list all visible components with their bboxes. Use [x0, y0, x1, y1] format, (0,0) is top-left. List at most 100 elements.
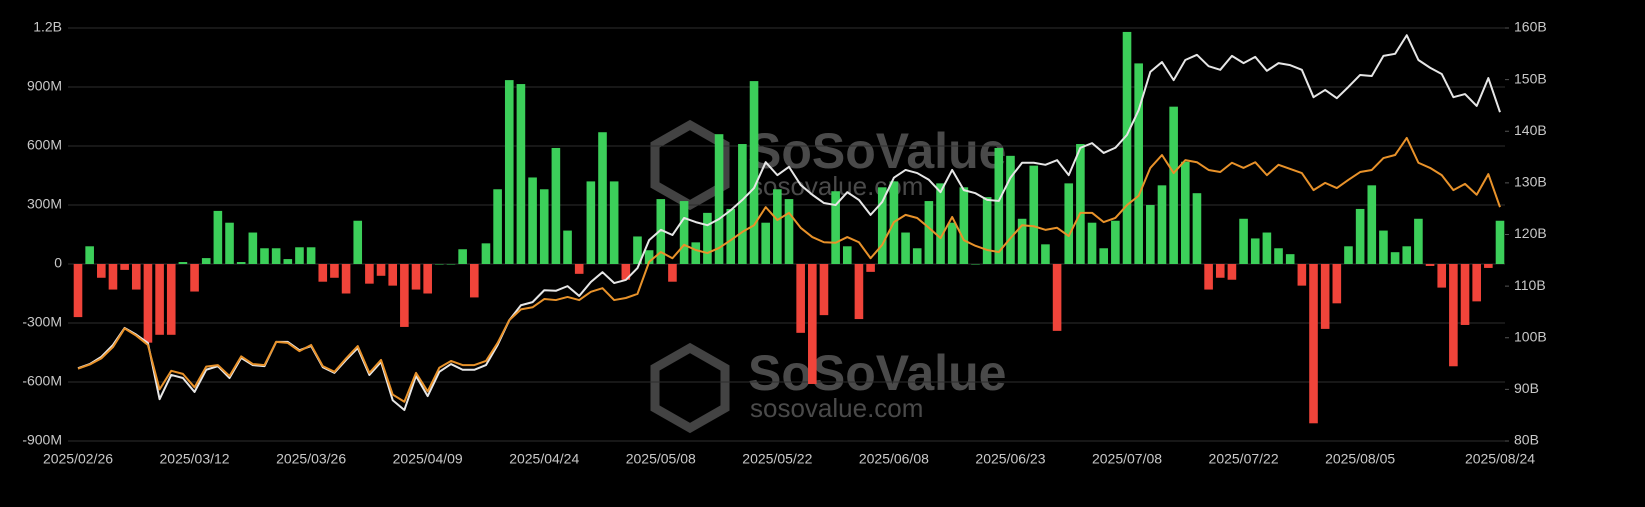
y2-tick-label: 90B — [1514, 380, 1539, 396]
bar — [85, 246, 94, 264]
bar — [213, 210, 223, 264]
y2-tick-label: 150B — [1514, 70, 1547, 86]
bar — [668, 264, 677, 282]
bar — [1239, 218, 1248, 264]
bar — [1332, 264, 1342, 304]
bar — [481, 243, 491, 264]
bar — [1472, 264, 1481, 302]
bar — [1064, 183, 1074, 264]
bar — [842, 246, 852, 264]
bar — [1355, 208, 1365, 264]
watermark-url: sosovalue.com — [750, 393, 923, 423]
y2-tick-label: 140B — [1514, 122, 1547, 138]
y2-tick-label: 120B — [1514, 225, 1547, 241]
bar — [178, 262, 188, 264]
y2-tick-label: 100B — [1514, 328, 1547, 344]
bar — [1204, 264, 1213, 290]
y2-tick-label: 160B — [1514, 19, 1547, 35]
bar — [1437, 264, 1447, 288]
bar — [539, 189, 549, 264]
bar — [400, 264, 409, 327]
y-tick-label: 300M — [27, 196, 62, 212]
bar — [877, 187, 887, 264]
bar — [1402, 246, 1412, 264]
bar — [1146, 205, 1155, 264]
bar — [1052, 264, 1062, 331]
bar — [1041, 244, 1050, 264]
bar — [1076, 144, 1085, 264]
bar — [166, 264, 176, 335]
y-tick-label: 600M — [27, 137, 62, 153]
bar — [1274, 248, 1283, 264]
bar — [376, 264, 386, 276]
y2-tick-label: 110B — [1514, 277, 1546, 293]
x-tick-label: 2025/06/23 — [975, 451, 1045, 467]
watermark: SoSoValue — [748, 345, 1006, 401]
bar — [854, 264, 864, 320]
bar — [959, 187, 969, 264]
bar — [1495, 220, 1505, 264]
bar — [563, 230, 572, 264]
bar — [1344, 246, 1353, 264]
bar — [609, 181, 619, 264]
bar — [516, 84, 526, 264]
x-tick-label: 2025/02/26 — [43, 451, 113, 467]
bar — [120, 264, 129, 270]
bar — [971, 264, 980, 265]
bar — [260, 248, 269, 264]
bar — [994, 147, 1004, 264]
x-tick-label: 2025/05/08 — [626, 451, 696, 467]
x-tick-label: 2025/06/08 — [859, 451, 929, 467]
bar — [784, 199, 794, 264]
bar — [1425, 264, 1435, 266]
bar — [1111, 220, 1120, 264]
bar — [773, 189, 782, 264]
bar — [528, 177, 537, 264]
bar — [633, 236, 642, 264]
bar — [1180, 161, 1190, 264]
x-tick-label: 2025/03/12 — [160, 451, 230, 467]
bar — [225, 222, 234, 264]
bar — [97, 264, 106, 278]
y-tick-label: 1.2B — [33, 19, 62, 35]
bar — [1192, 193, 1202, 264]
bar — [936, 183, 945, 264]
x-tick-label: 2025/03/26 — [276, 451, 346, 467]
bar — [738, 144, 747, 264]
bar — [353, 220, 363, 264]
y2-tick-label: 130B — [1514, 174, 1547, 190]
bar — [73, 264, 83, 318]
bar — [131, 264, 141, 290]
watermark-logo — [650, 119, 730, 434]
bar — [714, 134, 724, 264]
bar — [318, 264, 328, 282]
bar — [271, 248, 281, 264]
bar — [411, 264, 421, 290]
bar — [295, 247, 304, 264]
x-tick-label: 2025/04/24 — [509, 451, 579, 467]
bar — [924, 201, 934, 264]
bar — [190, 264, 199, 292]
bar — [108, 264, 118, 290]
bar — [1309, 264, 1318, 424]
bar — [423, 264, 432, 294]
bar — [1379, 230, 1388, 264]
bar — [493, 189, 502, 264]
bar — [365, 264, 374, 284]
bar — [621, 264, 631, 280]
bar — [1285, 254, 1295, 264]
bar — [388, 264, 398, 286]
bar — [1367, 185, 1377, 264]
bar — [236, 262, 246, 264]
y-tick-label: 0 — [54, 255, 62, 271]
y-tick-label: -300M — [22, 314, 62, 330]
y2-tick-label: 80B — [1514, 432, 1539, 448]
bar — [574, 264, 584, 274]
bar — [458, 249, 467, 264]
bar — [446, 264, 456, 265]
bar — [1414, 218, 1423, 264]
bar — [644, 250, 654, 264]
bar — [201, 258, 211, 264]
bar — [749, 81, 759, 264]
